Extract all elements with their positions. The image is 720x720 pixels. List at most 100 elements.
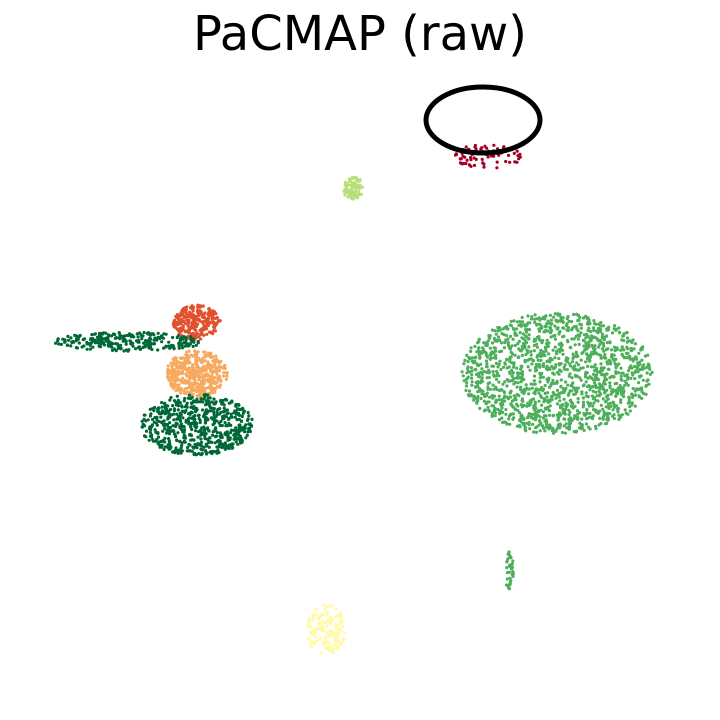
- point-left-top-red: [207, 307, 211, 311]
- point-right-large-green: [498, 328, 502, 332]
- point-left-middle-orange: [184, 391, 188, 396]
- point-right-large-green: [510, 344, 514, 348]
- point-left-bottom-darkgreen: [174, 448, 178, 452]
- point-left-middle-orange: [213, 381, 217, 386]
- point-left-bottom-darkgreen: [168, 421, 172, 425]
- point-left-top-red: [200, 327, 204, 331]
- point-right-large-green: [555, 327, 559, 331]
- point-left-arm-darkgreen: [117, 331, 121, 335]
- point-left-bottom-darkgreen: [182, 399, 186, 403]
- point-left-arm-darkgreen: [67, 338, 71, 342]
- point-right-large-green: [536, 358, 540, 362]
- point-bottom-yellow: [324, 636, 328, 640]
- point-right-large-green: [477, 340, 481, 344]
- point-right-large-green: [504, 408, 508, 412]
- point-right-large-green: [523, 345, 527, 349]
- point-left-middle-orange: [198, 388, 202, 392]
- point-right-large-green: [510, 374, 514, 378]
- point-left-middle-orange: [193, 379, 197, 383]
- point-right-large-green: [520, 324, 524, 328]
- point-left-top-red: [192, 326, 196, 330]
- point-left-bottom-darkgreen: [241, 411, 245, 416]
- point-right-large-green: [535, 317, 539, 321]
- point-left-bottom-darkgreen: [210, 400, 214, 404]
- point-right-large-green: [542, 397, 546, 401]
- point-top-small-lightgreen: [345, 181, 349, 185]
- point-right-large-green: [513, 353, 517, 357]
- point-left-top-red: [179, 313, 183, 317]
- point-left-top-red: [181, 326, 185, 330]
- point-right-large-green: [530, 362, 534, 366]
- point-left-bottom-darkgreen: [233, 415, 237, 419]
- point-left-bottom-darkgreen: [227, 401, 231, 405]
- point-left-middle-orange: [180, 369, 185, 373]
- point-right-large-green: [564, 356, 569, 360]
- point-left-arm-darkgreen: [77, 341, 81, 345]
- point-left-arm-darkgreen: [124, 339, 128, 343]
- point-right-large-green: [529, 382, 533, 386]
- point-left-middle-orange: [182, 360, 186, 364]
- point-right-large-green: [541, 375, 546, 379]
- point-right-large-green: [540, 385, 544, 390]
- point-right-large-green: [555, 402, 560, 406]
- point-right-large-green: [615, 381, 619, 385]
- point-right-large-green: [584, 343, 588, 347]
- point-right-large-green: [517, 323, 521, 327]
- point-right-large-green: [643, 354, 648, 358]
- point-left-bottom-darkgreen: [203, 421, 207, 425]
- point-left-bottom-darkgreen: [166, 446, 170, 450]
- point-left-middle-orange: [166, 367, 170, 371]
- point-right-large-green: [607, 406, 611, 410]
- point-left-middle-orange: [170, 375, 174, 379]
- point-left-arm-darkgreen: [75, 346, 79, 350]
- point-right-large-green: [605, 334, 609, 338]
- point-left-bottom-darkgreen: [182, 424, 186, 429]
- point-left-top-red: [214, 316, 218, 320]
- point-right-large-green: [534, 411, 538, 416]
- point-left-top-red: [189, 324, 193, 328]
- point-bottom-yellow: [310, 645, 314, 649]
- point-left-middle-orange: [199, 367, 203, 371]
- point-right-large-green: [569, 398, 573, 402]
- point-right-large-green: [570, 360, 575, 364]
- point-top-right-small: [464, 161, 468, 166]
- point-right-large-green: [484, 351, 488, 355]
- point-right-large-green: [617, 326, 621, 330]
- point-left-middle-orange: [200, 382, 204, 386]
- point-left-arm-darkgreen: [61, 337, 65, 341]
- point-right-large-green: [584, 360, 588, 364]
- point-right-large-green: [469, 366, 473, 370]
- point-left-bottom-darkgreen: [227, 417, 231, 421]
- point-top-small-lightgreen: [357, 180, 361, 184]
- point-right-large-green: [516, 371, 520, 375]
- point-right-large-green: [581, 400, 586, 404]
- point-left-arm-darkgreen: [92, 332, 97, 336]
- point-right-large-green: [559, 378, 563, 382]
- point-left-top-red: [184, 308, 188, 312]
- point-left-middle-orange: [197, 374, 201, 378]
- point-right-large-green: [557, 392, 561, 396]
- point-right-large-green: [594, 322, 598, 326]
- point-top-small-lightgreen: [345, 185, 349, 189]
- point-left-arm-darkgreen: [156, 331, 160, 335]
- point-right-large-green: [581, 366, 585, 370]
- point-right-large-green: [465, 353, 469, 357]
- point-left-middle-orange: [176, 383, 180, 388]
- point-top-small-lightgreen: [353, 183, 357, 187]
- point-right-large-green: [536, 353, 540, 357]
- point-right-large-green: [492, 387, 496, 391]
- point-right-large-green: [541, 388, 545, 393]
- point-right-large-green: [516, 381, 520, 385]
- point-left-middle-orange: [217, 369, 222, 373]
- point-left-top-red: [203, 316, 207, 320]
- point-right-large-green: [552, 431, 556, 435]
- point-right-large-green: [546, 380, 550, 384]
- point-bottom-yellow: [306, 625, 310, 629]
- point-left-bottom-darkgreen: [153, 428, 157, 432]
- point-right-large-green: [534, 406, 538, 410]
- point-right-large-green: [533, 337, 537, 341]
- point-left-bottom-darkgreen: [161, 438, 165, 442]
- point-right-large-green: [486, 385, 490, 389]
- point-bottom-yellow: [319, 614, 323, 618]
- point-right-large-green: [586, 400, 590, 404]
